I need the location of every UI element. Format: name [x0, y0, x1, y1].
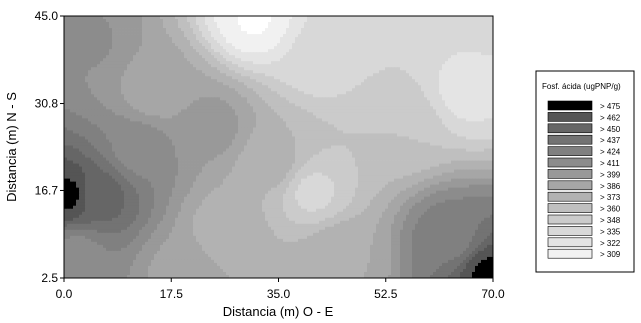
- legend-label: > 348: [600, 216, 621, 225]
- legend-title: Fosf. ácida (ugPNP/g): [542, 82, 621, 91]
- legend-swatch: [547, 134, 593, 145]
- legend-swatch: [547, 146, 593, 156]
- y-tick-label: 45.0: [35, 9, 59, 23]
- legend-label: > 386: [600, 182, 621, 191]
- legend-swatch: [547, 157, 593, 168]
- y-axis: 2.5 16.7 30.8 45.0: [35, 9, 64, 285]
- legend-label: > 322: [600, 239, 621, 248]
- x-tick-label: 17.5: [160, 287, 184, 301]
- y-tick-label: 30.8: [35, 97, 59, 111]
- legend-swatch: [547, 100, 593, 111]
- y-tick-label: 16.7: [35, 183, 59, 197]
- x-tick-label: 70.0: [481, 287, 505, 301]
- x-tick-label: 52.5: [374, 287, 398, 301]
- legend-label: > 475: [600, 102, 621, 111]
- legend-label: > 335: [600, 227, 621, 236]
- y-axis-label: Distancia (m) N - S: [4, 92, 19, 202]
- legend-label: > 450: [600, 125, 621, 134]
- x-axis-label: Distancia (m) O - E: [223, 304, 334, 319]
- legend-label: > 309: [600, 250, 621, 259]
- legend-label: > 399: [600, 170, 621, 179]
- contour-surface: [64, 16, 493, 278]
- legend-swatch: [547, 191, 593, 202]
- legend-label: > 360: [600, 205, 621, 214]
- legend-label: > 373: [600, 193, 621, 202]
- legend-swatch: [547, 112, 593, 122]
- x-axis: 0.0 17.5 35.0 52.5 70.0: [56, 278, 505, 301]
- legend-swatch: [547, 169, 593, 179]
- legend-swatch: [547, 180, 593, 191]
- legend-swatch: [547, 214, 593, 225]
- legend-label: > 437: [600, 136, 621, 145]
- legend-swatch: [547, 237, 593, 248]
- legend: Fosf. ácida (ugPNP/g) > 475 > 462 > 450 > 4…: [535, 70, 635, 273]
- legend-swatch: [547, 123, 593, 134]
- legend-label: > 424: [600, 148, 621, 157]
- legend-label: > 411: [600, 159, 620, 168]
- x-tick-label: 35.0: [267, 287, 291, 301]
- legend-label: > 462: [600, 113, 621, 122]
- x-tick-label: 0.0: [56, 287, 73, 301]
- legend-swatch: [547, 226, 593, 236]
- legend-swatch: [547, 248, 593, 259]
- legend-swatch: [547, 203, 593, 213]
- y-tick-label: 2.5: [41, 271, 58, 285]
